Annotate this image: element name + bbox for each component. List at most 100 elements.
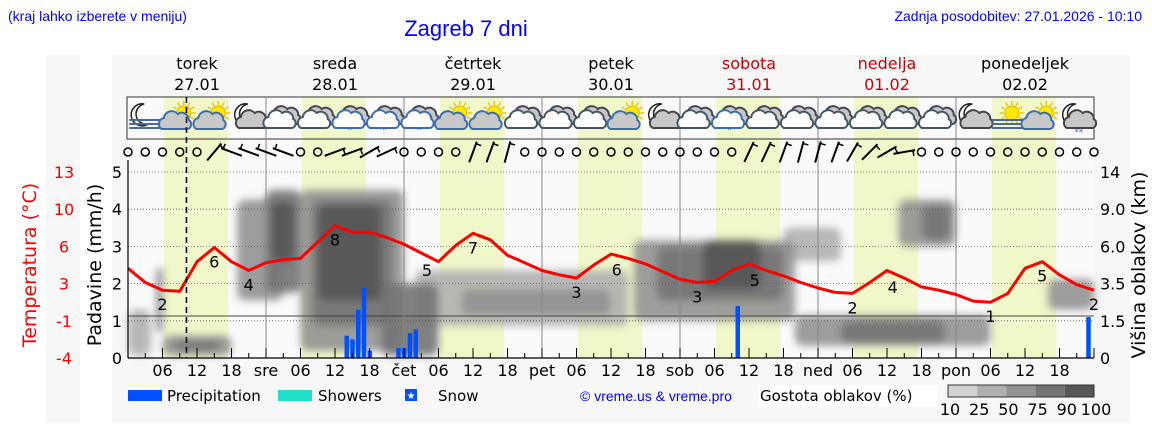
cloudy-icon: [676, 105, 716, 129]
sun-ray: [497, 102, 501, 107]
day-name: sobota: [722, 54, 776, 73]
location-hint-link[interactable]: (kraj lahko izberete v meniju): [8, 8, 187, 24]
sun-cloud-icon: [1020, 101, 1059, 130]
wind-shaft: [220, 147, 243, 157]
sun-ray: [1018, 116, 1023, 120]
x-hour-label: 12: [601, 361, 621, 380]
sun-disc: [1004, 105, 1020, 121]
cloud-density-label: 90: [1057, 400, 1077, 419]
wind-calm-icon: [1054, 147, 1065, 157]
moon-cloud-snow-icon: **: [1061, 103, 1098, 138]
cloud-density-swatch: [1006, 385, 1036, 397]
sun-ray: [500, 106, 506, 110]
moon-fog-icon: [129, 103, 162, 129]
wind-calm-icon: [1037, 147, 1047, 157]
cloudy-icon: [296, 105, 337, 129]
wind-calm-icon: [192, 147, 202, 157]
day-date: 27.01: [174, 75, 220, 94]
cloud-area: [461, 289, 611, 316]
x-day-label: sob: [666, 361, 694, 380]
cloud-shape: [848, 109, 884, 129]
temperature-label: 1: [985, 307, 995, 326]
temp-axis-strip: [46, 55, 80, 423]
cloud-legend-title: Gostota oblakov (%): [760, 387, 913, 405]
wind-shaft: [846, 141, 859, 163]
wind-shaft: [743, 141, 755, 163]
wind-feather: [493, 143, 499, 147]
wind-barb-icon: [359, 145, 381, 159]
wind-shaft: [830, 141, 840, 163]
x-hour-label: 18: [497, 361, 517, 380]
cloud-rain-icon: ˮ: [710, 105, 751, 138]
x-hour-label: 06: [980, 361, 1000, 380]
temp-axis-title: Temperatura (°C): [19, 183, 41, 348]
wind-shaft: [760, 141, 772, 163]
wind-calm-icon: [123, 147, 133, 157]
temperature-label: 8: [330, 231, 340, 250]
cloudy-icon: [883, 105, 923, 129]
legend-snow-label: Snow: [438, 387, 478, 405]
temperature-label: 4: [244, 275, 254, 294]
copyright-link[interactable]: © vreme.us & vreme.pro: [580, 388, 732, 404]
x-hour-label: 12: [739, 361, 759, 380]
wind-calm-icon: [951, 147, 961, 157]
cloud-shape: [262, 109, 297, 129]
wind-feather: [475, 143, 482, 147]
sun-ray: [224, 116, 230, 120]
temperature-label: 3: [692, 288, 702, 307]
temperature-label: 5: [750, 271, 760, 290]
precip-tick-label: 5: [112, 163, 122, 182]
sun-ray: [487, 102, 491, 107]
cloud-shape: [883, 109, 918, 129]
rain-drops: ˮ: [416, 125, 422, 138]
sun-ray: [190, 116, 195, 120]
day-date: 02.02: [1002, 75, 1048, 94]
wind-barb-icon: [778, 141, 792, 163]
temp-tick-label: 3: [59, 275, 69, 294]
wind-calm-icon: [295, 147, 306, 157]
cloud-density-swatch: [977, 385, 1007, 397]
sun-ray: [453, 102, 457, 107]
moon-cloud-icon: [958, 103, 994, 129]
cloud-shape: [503, 109, 539, 129]
cloud-area: [381, 283, 439, 356]
wind-feather: [752, 143, 759, 148]
cloud-shape: [468, 110, 503, 130]
sun-fog-icon: [991, 101, 1024, 129]
legend-precipitation-label: Precipitation: [167, 387, 261, 405]
precip-tick-label: 3: [112, 237, 122, 256]
temp-tick-label: 10: [54, 200, 74, 219]
cloud-area: [921, 205, 951, 241]
day-name: četrtek: [445, 54, 503, 73]
wind-calm-icon: [709, 147, 720, 157]
weather-icons: ˮ ˮ ˮ ˮ **: [129, 101, 1098, 138]
day-name: petek: [588, 54, 634, 73]
wind-feather: [342, 148, 346, 155]
cloud-tick-label: 6.0: [1100, 237, 1125, 256]
cloud-rain-icon: ˮ: [365, 105, 406, 138]
temperature-label: 5: [1037, 267, 1047, 286]
wind-calm-icon: [520, 147, 530, 157]
wind-shaft: [376, 146, 398, 158]
wind-shaft: [814, 141, 822, 163]
x-hour-label: 12: [877, 361, 897, 380]
x-hour-label: 18: [359, 361, 379, 380]
x-hour-label: 12: [325, 361, 345, 380]
cloud-area: [174, 340, 220, 351]
sun-ray: [207, 106, 212, 110]
sun-ray: [1049, 102, 1053, 107]
wind-barb-icon: [255, 143, 277, 157]
cloud-shape: [1062, 109, 1098, 129]
sun-ray: [1052, 106, 1058, 110]
cloud-tick-label: 3.5: [1100, 275, 1125, 294]
temperature-label: 2: [847, 298, 857, 317]
sun-ray: [177, 102, 181, 107]
wind-feather: [769, 143, 776, 148]
wind-shaft: [206, 142, 223, 162]
day-name: sreda: [313, 54, 357, 73]
cloudy-icon: [503, 105, 544, 129]
wind-calm-icon: [140, 147, 150, 157]
day-headers: torek 27.01 sreda 28.01 četrtek 29.01 petek 30.…: [174, 54, 1070, 94]
precip-tick-label: 4: [112, 200, 122, 219]
wind-barb-icon: [893, 149, 916, 157]
